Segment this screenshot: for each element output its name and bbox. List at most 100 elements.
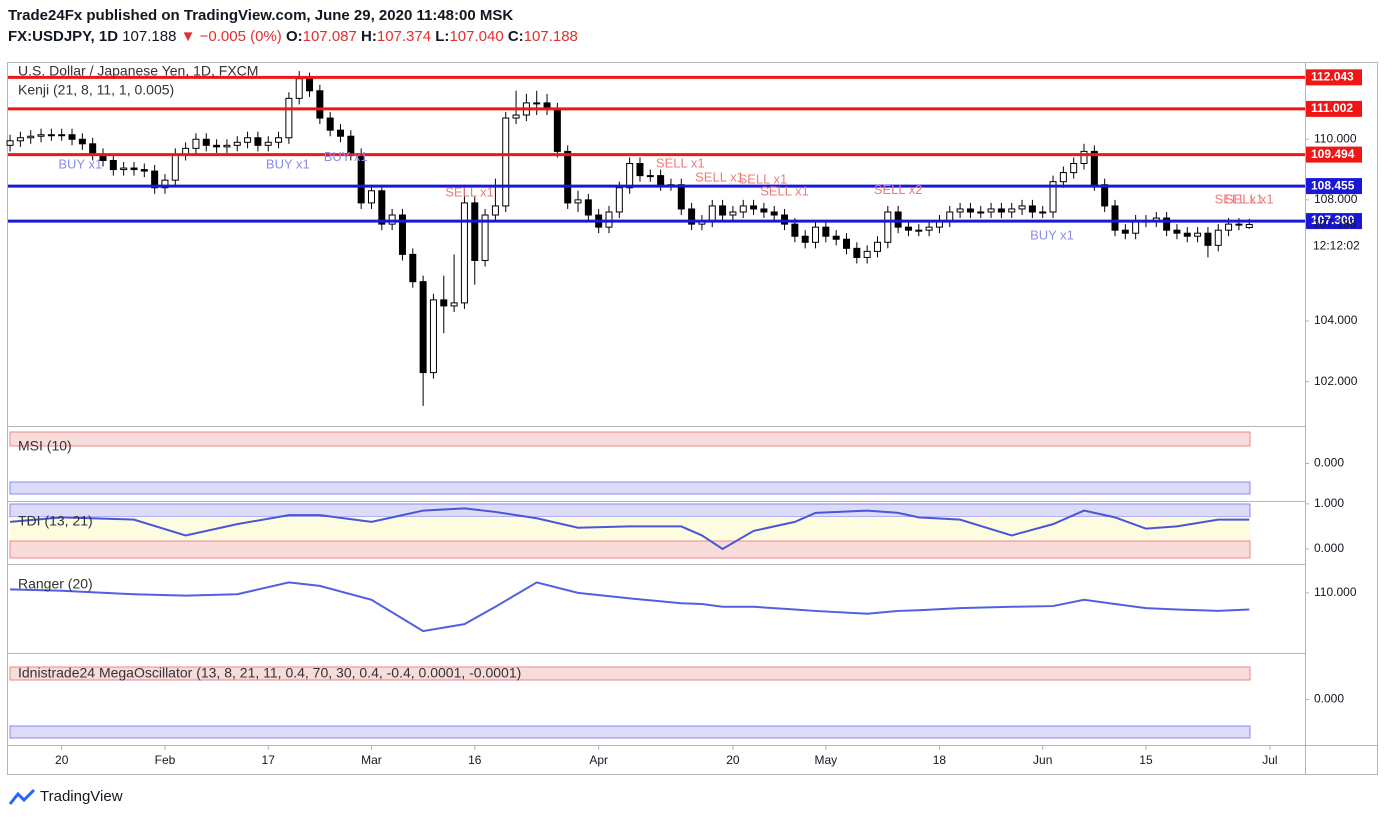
header: Trade24Fx published on TradingView.com, …: [8, 5, 578, 47]
candle-body: [822, 226, 830, 237]
l-label: L:: [435, 28, 450, 45]
signal-label: SELL x1: [695, 169, 744, 184]
pane-title: TDI (13, 21): [18, 513, 93, 529]
l: 107.040: [449, 28, 504, 45]
y-tick-label: 104.000: [1314, 313, 1358, 327]
h: 107.374: [376, 28, 432, 45]
candle-body: [915, 229, 923, 232]
y-tick-label: 110.000: [1314, 585, 1357, 599]
x-tick-label: 18: [933, 753, 947, 767]
candle-body: [151, 170, 159, 189]
candle-body: [956, 208, 964, 213]
frame: [7, 62, 1378, 775]
tdi-upper-band: [9, 503, 1251, 518]
candle-body: [781, 214, 789, 225]
candle-body: [367, 190, 375, 204]
candle-body: [6, 140, 14, 146]
candle-body: [791, 223, 799, 237]
logo-mark: [8, 788, 36, 805]
candle-body: [58, 134, 66, 137]
candle-body: [677, 184, 685, 210]
candle-body: [987, 208, 995, 213]
candle-body: [1245, 223, 1253, 229]
candle-body: [254, 137, 262, 146]
indicator-line: [9, 507, 1250, 551]
candle-body: [512, 114, 520, 119]
x-tick-label: Mar: [361, 753, 382, 767]
candle-body: [925, 226, 933, 231]
level-label: 111.002: [1311, 101, 1353, 115]
chart: 20 Feb 17 Mar 16 Apr 20 May 18 Jun 15 Jul 110.000 108…: [6, 62, 1378, 775]
candle-body: [688, 208, 696, 225]
signal-label: BUY x1: [266, 156, 310, 171]
candle-body: [1008, 208, 1016, 213]
x-tick-label: 20: [55, 753, 69, 767]
candle-body: [1173, 229, 1181, 234]
mega-lower-band: [9, 725, 1251, 739]
signal-label: SELL x1: [760, 184, 809, 199]
candle-body: [16, 137, 24, 142]
level-label: 109.494: [1311, 147, 1355, 161]
candle-body: [202, 138, 210, 146]
candle-body: [657, 175, 665, 186]
level-label: 112.043: [1311, 70, 1354, 84]
candle-body: [233, 141, 241, 146]
candle-body: [378, 190, 386, 225]
candle-body: [1214, 229, 1222, 246]
o: 107.087: [302, 28, 357, 45]
chart-subtitle: Kenji (21, 8, 11, 1, 0.005): [18, 82, 174, 98]
candle-body: [47, 134, 55, 137]
signal-label: SELL x1: [1225, 191, 1274, 206]
candle-body: [264, 141, 272, 146]
msi-upper-band: [9, 431, 1251, 447]
signal-label: SELL x1: [1215, 191, 1264, 206]
tdi-lower-band: [9, 540, 1251, 559]
candle-body: [120, 167, 128, 171]
candle-body: [213, 144, 221, 148]
footer-brand: TradingView: [40, 788, 123, 805]
candle-body: [750, 205, 758, 210]
candle-body: [27, 135, 35, 139]
candle-body: [564, 150, 572, 204]
signal-label: SELL x1: [656, 156, 705, 171]
y-tick-label: 0.000: [1314, 541, 1344, 555]
pane-title: MSI (10): [18, 438, 72, 454]
candle-body: [1018, 205, 1026, 210]
candle-body: [1235, 223, 1243, 226]
o-label: O:: [285, 28, 303, 45]
candle-body: [316, 90, 324, 119]
candle-body: [140, 169, 148, 172]
level-tag: [1306, 146, 1362, 163]
candle-body: [853, 247, 861, 258]
candle-body: [109, 159, 117, 171]
candle-body: [388, 214, 396, 225]
x-tick-label: Feb: [155, 753, 176, 767]
candle-body: [636, 163, 644, 177]
candle-body: [192, 138, 200, 149]
candle-body: [171, 153, 179, 181]
level-label: 107.300: [1311, 213, 1355, 227]
candle-body: [450, 302, 458, 307]
y-tick-label: 1.000: [1314, 496, 1344, 510]
candle-body: [1070, 163, 1078, 174]
y-tick-label: 0.000: [1314, 456, 1344, 470]
candle-body: [863, 250, 871, 258]
candle-body: [1132, 220, 1140, 234]
y-tick-label: 0.000: [1314, 692, 1344, 706]
candle-body: [997, 208, 1005, 213]
candle-body: [89, 143, 97, 155]
pane-title: Idnistrade24 MegaOscillator (13, 8, 21, …: [18, 665, 521, 681]
x-tick-label: Jun: [1033, 753, 1052, 767]
candle-body: [37, 134, 45, 137]
tdi-mid-band: [10, 517, 1250, 541]
candle-body: [78, 138, 86, 145]
candle-body: [904, 226, 912, 231]
candle-body: [68, 134, 76, 140]
signal-label: SELL x1: [739, 172, 788, 187]
y-tick-label: 108.000: [1314, 192, 1358, 206]
level-tag: [1306, 69, 1362, 86]
candle-body: [429, 299, 437, 374]
x-tick-label: Apr: [589, 753, 608, 767]
candle-body: [739, 205, 747, 213]
